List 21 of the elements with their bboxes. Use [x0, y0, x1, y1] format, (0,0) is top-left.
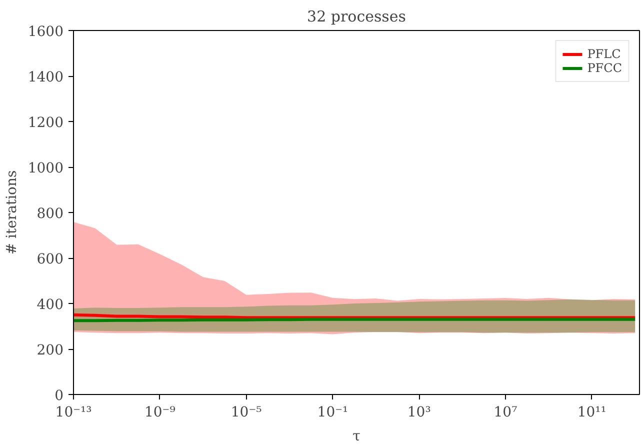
x-tick-label: 10⁻¹ — [317, 404, 348, 420]
y-tick-label: 600 — [36, 252, 64, 268]
x-axis-title: τ — [352, 428, 361, 444]
y-tick-label: 1000 — [28, 160, 64, 176]
x-tick-label: 10⁻⁵ — [230, 404, 262, 420]
x-tick-label: 10⁷ — [494, 404, 518, 420]
x-tick-label: 10³ — [407, 404, 431, 420]
y-tick-label: 0 — [54, 388, 64, 404]
y-tick-label: 1200 — [28, 115, 64, 131]
legend-label: PFLC — [587, 47, 621, 61]
x-tick-label: 10⁻⁹ — [144, 404, 176, 420]
y-tick-label: 1600 — [28, 24, 64, 40]
y-tick-label: 1400 — [28, 70, 64, 86]
y-axis-title: # iterations — [4, 170, 20, 255]
x-tick-label: 10¹¹ — [577, 404, 606, 420]
x-tick-label: 10⁻¹³ — [55, 404, 92, 420]
legend-label: PFCC — [587, 61, 622, 75]
y-tick-label: 200 — [36, 342, 64, 358]
y-tick-label: 400 — [36, 297, 64, 313]
y-tick-label: 800 — [36, 206, 64, 222]
chart-title: 32 processes — [307, 8, 406, 26]
